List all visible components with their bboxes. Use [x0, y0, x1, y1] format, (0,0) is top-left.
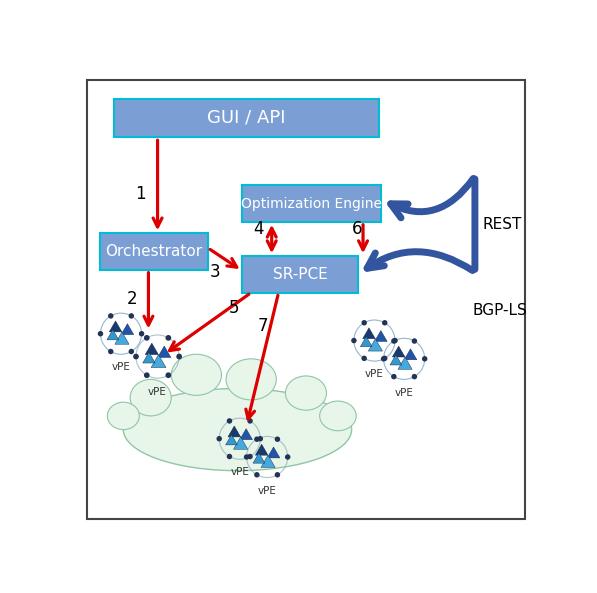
Text: 4: 4 — [254, 221, 264, 238]
Text: 7: 7 — [258, 317, 269, 336]
Ellipse shape — [171, 354, 221, 396]
Text: 3: 3 — [210, 263, 221, 280]
FancyArrowPatch shape — [367, 251, 473, 270]
Ellipse shape — [130, 380, 171, 416]
Text: vPE: vPE — [148, 387, 167, 397]
Ellipse shape — [285, 376, 327, 410]
Circle shape — [392, 338, 398, 343]
FancyBboxPatch shape — [242, 256, 358, 292]
Circle shape — [391, 338, 396, 344]
Text: vPE: vPE — [230, 467, 249, 477]
Circle shape — [227, 418, 232, 423]
Circle shape — [361, 320, 367, 326]
Text: Orchestrator: Orchestrator — [106, 244, 203, 259]
Circle shape — [254, 436, 260, 442]
Text: 1: 1 — [135, 185, 145, 203]
Text: 2: 2 — [127, 290, 137, 308]
Circle shape — [247, 418, 253, 423]
Text: 5: 5 — [228, 299, 239, 317]
Circle shape — [412, 338, 417, 344]
Circle shape — [165, 335, 171, 341]
Ellipse shape — [107, 402, 139, 429]
Ellipse shape — [319, 401, 356, 431]
Circle shape — [98, 331, 103, 336]
Text: vPE: vPE — [395, 388, 414, 397]
Circle shape — [108, 349, 113, 354]
FancyBboxPatch shape — [114, 98, 379, 138]
Circle shape — [285, 454, 290, 460]
Text: vPE: vPE — [258, 486, 276, 496]
Text: GUI / API: GUI / API — [207, 109, 286, 127]
FancyBboxPatch shape — [100, 233, 208, 270]
Text: REST: REST — [482, 216, 522, 232]
Circle shape — [257, 436, 263, 441]
Circle shape — [254, 472, 260, 477]
Text: vPE: vPE — [365, 369, 384, 380]
Text: 6: 6 — [352, 221, 362, 238]
Circle shape — [217, 436, 222, 441]
Circle shape — [133, 353, 139, 359]
Circle shape — [382, 356, 387, 361]
Circle shape — [244, 454, 250, 460]
Circle shape — [144, 335, 150, 341]
Circle shape — [391, 374, 396, 380]
Circle shape — [227, 454, 232, 459]
FancyArrowPatch shape — [390, 178, 473, 218]
Ellipse shape — [124, 388, 352, 471]
Circle shape — [382, 320, 387, 326]
Ellipse shape — [226, 359, 276, 400]
Circle shape — [128, 313, 134, 318]
Circle shape — [108, 313, 113, 318]
Circle shape — [381, 356, 386, 362]
Circle shape — [176, 353, 182, 359]
Text: BGP-LS: BGP-LS — [473, 304, 527, 318]
Circle shape — [351, 338, 356, 343]
Circle shape — [165, 372, 171, 378]
Circle shape — [361, 356, 367, 361]
Circle shape — [275, 436, 280, 442]
FancyBboxPatch shape — [242, 185, 381, 222]
FancyBboxPatch shape — [87, 80, 525, 519]
Text: Optimization Engine: Optimization Engine — [241, 196, 382, 211]
Circle shape — [275, 472, 280, 477]
Text: vPE: vPE — [112, 362, 131, 372]
Circle shape — [247, 454, 253, 459]
Circle shape — [422, 356, 427, 362]
Text: SR-PCE: SR-PCE — [273, 267, 328, 282]
Circle shape — [412, 374, 417, 380]
Circle shape — [139, 331, 144, 336]
Circle shape — [128, 349, 134, 354]
Circle shape — [144, 372, 150, 378]
